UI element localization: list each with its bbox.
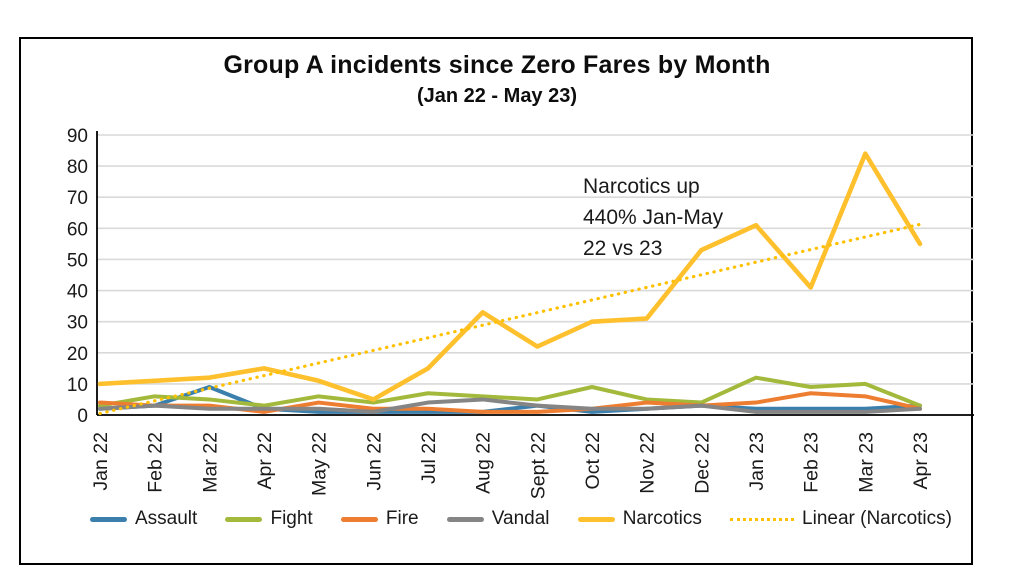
x-axis-label: Mar 22 xyxy=(199,432,221,493)
y-axis-label: 30 xyxy=(67,313,88,334)
chart-subtitle: (Jan 22 - May 23) xyxy=(416,85,578,107)
y-axis-label: 60 xyxy=(67,219,88,240)
x-axis-label: Apr 22 xyxy=(254,432,276,489)
y-axis-label: 50 xyxy=(67,250,88,271)
x-axis-label: Dec 22 xyxy=(691,432,713,494)
y-axis-label: 70 xyxy=(67,188,88,209)
x-axis-label: Sept 22 xyxy=(527,432,549,499)
legend-label-linear-narcotics: Linear (Narcotics) xyxy=(802,508,952,529)
annotation-narcotics-up: Narcotics up 440% Jan-May 22 vs 23 xyxy=(583,175,724,260)
legend-item-fire: Fire xyxy=(340,508,419,530)
x-axis-label: Oct 22 xyxy=(582,432,604,489)
y-axis-label: 0 xyxy=(77,406,88,427)
legend-item-assault: Assault xyxy=(90,508,197,530)
y-axis-label: 40 xyxy=(67,282,88,303)
y-axis-label: 20 xyxy=(67,344,88,365)
legend-item-vandal: Vandal xyxy=(446,508,550,530)
legend-label-fire: Fire xyxy=(385,508,419,529)
legend-label-fight: Fight xyxy=(270,508,313,529)
series-line-vandal xyxy=(98,397,922,414)
x-axis-label: Mar 23 xyxy=(855,432,877,493)
series-line-narcotics xyxy=(97,151,923,402)
x-axis-label: Jun 22 xyxy=(363,432,385,491)
y-axis-label: 10 xyxy=(67,375,88,396)
y-axis-label: 80 xyxy=(67,157,88,178)
legend-label-assault: Assault xyxy=(135,508,198,529)
x-axis-label: Jan 22 xyxy=(90,432,112,491)
trendline-linear-narcotics xyxy=(98,222,925,416)
series-line-assault xyxy=(98,385,922,414)
x-axis-label: May 22 xyxy=(309,432,331,496)
legend-swatch-assault xyxy=(90,516,127,522)
x-axis-label: Nov 22 xyxy=(637,432,659,494)
legend: Assault Fight Fire Vandal Narcotics Linear (N… xyxy=(90,506,952,532)
x-axis-label: Feb 22 xyxy=(145,432,167,493)
x-axis-label: Jul 22 xyxy=(418,432,440,484)
legend-swatch-vandal xyxy=(446,516,484,522)
legend-label-vandal: Vandal xyxy=(491,508,550,529)
legend-swatch-narcotics xyxy=(577,516,615,522)
chart-border-frame xyxy=(19,37,973,565)
legend-swatch-fire xyxy=(340,516,378,522)
chart-title: Group A incidents since Zero Fares by Mo… xyxy=(223,51,771,79)
y-axis-label: 90 xyxy=(67,126,88,147)
x-axis-label: Apr 23 xyxy=(910,432,932,489)
legend-swatch-linear-narcotics xyxy=(730,517,795,521)
legend-item-fight: Fight xyxy=(225,508,313,530)
legend-swatch-fight xyxy=(225,516,263,522)
x-axis-label: Feb 23 xyxy=(801,432,823,493)
legend-item-narcotics: Narcotics xyxy=(577,508,702,530)
x-axis-label: Aug 22 xyxy=(473,432,495,494)
legend-label-narcotics: Narcotics xyxy=(622,508,702,529)
series-line-fight xyxy=(98,375,922,408)
x-axis-label: Jan 23 xyxy=(746,432,768,491)
legend-item-linear-narcotics: Linear (Narcotics) xyxy=(730,508,952,530)
